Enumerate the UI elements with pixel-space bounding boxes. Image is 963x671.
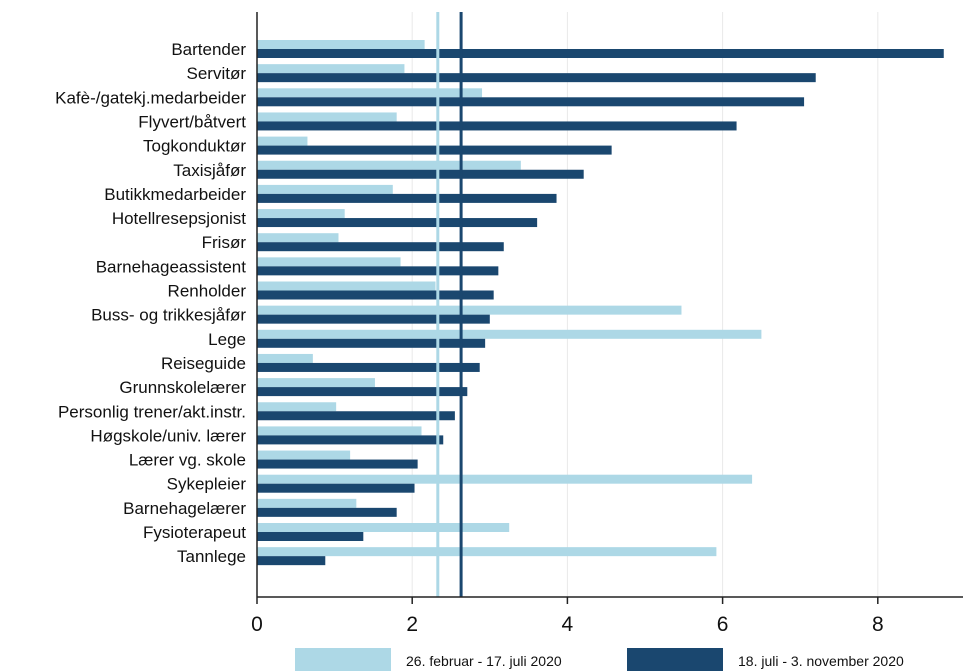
- bar-series-2: [257, 507, 397, 517]
- x-tick-label: 4: [562, 613, 574, 636]
- bar-series-1: [257, 88, 483, 98]
- category-label: Barnehagelærer: [123, 499, 246, 518]
- category-label: Tannlege: [177, 547, 246, 566]
- category-label: Lege: [208, 330, 246, 349]
- bar-series-2: [257, 314, 490, 324]
- bar-series-1: [257, 450, 351, 460]
- bar-series-1: [257, 498, 357, 508]
- bar-series-1: [257, 378, 375, 388]
- x-tick-label: 0: [251, 613, 263, 636]
- bar-series-2: [257, 362, 480, 372]
- bar-series-2: [257, 338, 486, 348]
- bar-series-1: [257, 64, 405, 74]
- category-label: Servitør: [187, 64, 247, 83]
- bar-series-2: [257, 411, 455, 421]
- bar-series-1: [257, 136, 308, 146]
- bar-series-2: [257, 97, 805, 107]
- category-label: Lærer vg. skole: [129, 451, 246, 470]
- x-tick-label: 2: [406, 613, 418, 636]
- category-label: Personlig trener/akt.instr.: [58, 402, 246, 421]
- bar-series-1: [257, 40, 425, 49]
- bar-series-2: [257, 218, 538, 228]
- x-tick-label: 8: [872, 613, 884, 636]
- bar-series-2: [257, 387, 468, 397]
- bar-series-2: [257, 459, 418, 469]
- category-label: Grunnskolelærer: [119, 378, 246, 397]
- bar-series-2: [257, 290, 494, 300]
- bar-series-2: [257, 556, 326, 566]
- bar-series-1: [257, 209, 345, 219]
- bar-series-2: [257, 169, 584, 179]
- category-label: Butikkmedarbeider: [104, 185, 246, 204]
- category-label: Reiseguide: [161, 354, 246, 373]
- bar-series-2: [257, 121, 737, 131]
- bar-series-2: [257, 73, 816, 83]
- legend: 26. februar - 17. juli 2020 18. juli - 3.…: [295, 648, 904, 671]
- bar-series-1: [257, 257, 401, 267]
- category-label: Renholder: [168, 282, 247, 301]
- bar-series-1: [257, 281, 436, 291]
- category-label: Togkonduktør: [143, 137, 246, 156]
- reference-lines: [436, 12, 463, 597]
- category-label: Sykepleier: [167, 475, 247, 494]
- bar-series-1: [257, 426, 422, 436]
- category-labels: Bartender Servitør Kafè-/gatekj.medarbeide…: [55, 40, 246, 566]
- category-label: Barnehageassistent: [96, 257, 247, 276]
- category-label: Taxisjåfør: [173, 161, 246, 180]
- legend-label-series-2: 18. juli - 3. november 2020: [738, 653, 904, 669]
- bar-series-2: [257, 145, 612, 155]
- x-tick-label: 6: [717, 613, 729, 636]
- category-label: Buss- og trikkesjåfør: [91, 306, 246, 325]
- bar-series-1: [257, 353, 313, 363]
- bar-series-2: [257, 435, 444, 445]
- category-label: Hotellresepsjonist: [112, 209, 246, 228]
- bar-series-1: [257, 329, 762, 339]
- bar-series-1: [257, 474, 753, 484]
- bar-series-2: [257, 266, 499, 276]
- bar-series-2: [257, 483, 415, 493]
- bar-series-1: [257, 523, 510, 532]
- bar-series-1: [257, 184, 393, 194]
- bar-series-2: [257, 242, 504, 252]
- bar-series-1: [257, 402, 337, 412]
- bars: [257, 40, 944, 566]
- bar-series-1: [257, 233, 339, 243]
- legend-swatch-series-2: [627, 648, 723, 671]
- bar-series-2: [257, 49, 944, 58]
- legend-swatch-series-1: [295, 648, 391, 671]
- category-label: Høgskole/univ. lærer: [90, 426, 246, 445]
- category-label: Frisør: [202, 233, 247, 252]
- bar-series-1: [257, 112, 397, 122]
- grid-lines: [411, 12, 879, 597]
- bar-series-2: [257, 193, 557, 203]
- bar-series-1: [257, 305, 682, 315]
- bar-series-1: [257, 547, 717, 557]
- legend-label-series-1: 26. februar - 17. juli 2020: [406, 653, 562, 669]
- x-axis-ticks: 0 2 4 6 8: [251, 597, 884, 636]
- category-label: Flyvert/båtvert: [138, 112, 246, 131]
- category-label: Bartender: [171, 40, 246, 59]
- category-label: Fysioterapeut: [143, 523, 246, 542]
- category-label: Kafè-/gatekj.medarbeider: [55, 88, 246, 107]
- bar-series-1: [257, 160, 521, 170]
- bar-series-2: [257, 532, 364, 541]
